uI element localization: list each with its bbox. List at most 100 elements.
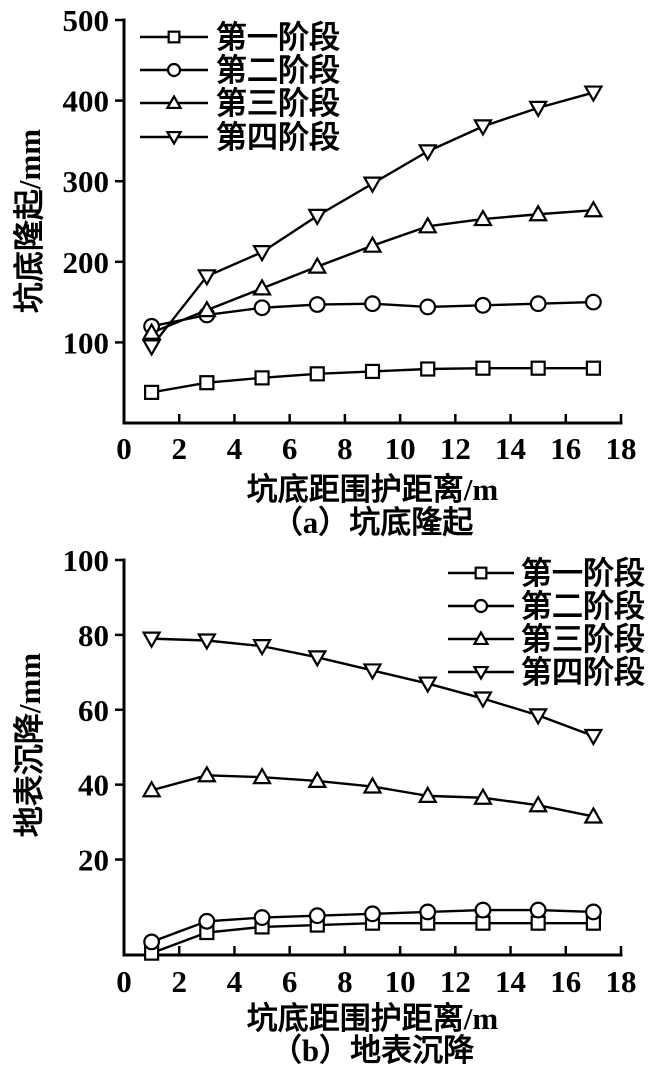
- triangle-up-marker: [196, 765, 217, 783]
- triangle-up-marker: [417, 785, 438, 803]
- triangle-up-marker: [307, 770, 328, 788]
- legend-label: 第三阶段: [521, 622, 645, 657]
- circle-marker: [364, 905, 381, 923]
- chart-b-caption: （b）地表沉降: [270, 1033, 475, 1067]
- triangle-up-marker: [307, 256, 328, 274]
- triangle-up-marker: [417, 216, 438, 234]
- x-tick-label: 4: [227, 964, 243, 999]
- chart-b-plot: 20 40 60 80 100 0 2 4 6 8 10 12 14 16 18 第一阶段第二阶段第三阶段第四…: [63, 543, 646, 999]
- triangle-down-marker: [473, 691, 493, 709]
- square-marker: [474, 566, 488, 580]
- square-marker: [199, 375, 215, 391]
- y-tick-label: 100: [63, 325, 110, 360]
- square-marker: [420, 361, 436, 377]
- triangle-down-marker: [528, 708, 549, 726]
- square-marker: [530, 360, 546, 376]
- x-tick-label: 8: [337, 964, 353, 999]
- chart-a-x-axis-title: 坑底距围护距离/m: [246, 472, 499, 507]
- triangle-up-marker: [583, 199, 604, 218]
- triangle-up-marker: [141, 780, 162, 798]
- y-tick-label: 500: [63, 3, 110, 38]
- x-tick-label: 4: [227, 431, 243, 466]
- chart-b-y-axis-title: 地表沉降/mm: [12, 652, 47, 838]
- triangle-down-marker: [362, 176, 383, 194]
- x-tick-label: 12: [440, 431, 471, 466]
- circle-marker: [166, 62, 182, 78]
- triangle-down-marker: [417, 676, 438, 694]
- triangle-up-marker: [473, 208, 493, 227]
- legend-label: 第四阶段: [216, 120, 340, 155]
- series-markers-stage-3: [141, 199, 604, 340]
- triangle-down-marker: [196, 269, 217, 287]
- triangle-down-marker: [472, 665, 490, 681]
- x-tick-label: 10: [385, 431, 416, 466]
- triangle-up-marker: [165, 94, 183, 110]
- square-marker: [254, 370, 270, 386]
- x-tick-label: 16: [550, 431, 581, 466]
- triangle-up-marker: [141, 322, 162, 340]
- series-markers-stage-1: [144, 360, 601, 400]
- y-tick-label: 80: [78, 618, 109, 653]
- square-marker: [309, 366, 325, 382]
- legend-label: 第一阶段: [216, 20, 340, 55]
- circle-marker: [198, 912, 216, 930]
- triangle-down-marker: [252, 639, 272, 657]
- chart-a-caption: （a）坑底隆起: [271, 505, 474, 540]
- y-tick-label: 40: [78, 768, 109, 803]
- circle-marker: [308, 296, 326, 313]
- square-marker: [530, 915, 546, 931]
- triangle-up-marker: [528, 204, 549, 222]
- circle-marker: [474, 901, 492, 919]
- triangle-down-marker: [473, 119, 493, 137]
- series-markers-stage-4: [141, 85, 604, 357]
- circle-marker: [143, 933, 161, 951]
- y-tick-label: 300: [63, 164, 110, 199]
- y-tick-label: 60: [78, 693, 109, 728]
- legend-item: 第二阶段: [140, 53, 340, 88]
- series-markers-stage-3: [141, 765, 604, 824]
- triangle-up-marker: [362, 776, 383, 794]
- triangle-down-marker: [362, 663, 383, 681]
- triangle-down-marker: [307, 208, 328, 227]
- x-tick-label: 18: [606, 964, 637, 999]
- y-tick-label: 100: [63, 543, 110, 578]
- x-tick-label: 14: [495, 964, 526, 999]
- x-tick-label: 2: [171, 964, 187, 999]
- x-tick-label: 0: [116, 964, 132, 999]
- y-tick-label: 20: [78, 843, 109, 878]
- triangle-up-marker: [252, 766, 272, 785]
- triangle-down-marker: [141, 339, 162, 357]
- legend-item: 第四阶段: [140, 120, 340, 155]
- circle-marker: [253, 299, 271, 317]
- circle-marker: [419, 903, 437, 921]
- x-tick-label: 18: [606, 431, 637, 466]
- triangle-up-marker: [252, 278, 272, 296]
- triangle-down-marker: [417, 144, 438, 162]
- y-tick-label: 200: [63, 245, 110, 280]
- legend-label: 第四阶段: [521, 655, 645, 690]
- square-marker: [364, 363, 381, 380]
- legend-label: 第二阶段: [216, 53, 340, 88]
- chart-a-y-axis-title: 坑底隆起/mm: [12, 128, 47, 314]
- triangle-up-marker: [472, 630, 490, 646]
- legend-item: 第三阶段: [140, 86, 340, 121]
- x-tick-label: 6: [282, 964, 298, 999]
- square-marker: [475, 915, 491, 931]
- triangle-up-marker: [528, 795, 549, 813]
- triangle-up-marker: [362, 235, 383, 253]
- triangle-down-marker: [141, 631, 162, 649]
- triangle-down-marker: [307, 650, 328, 668]
- y-tick-label: 400: [63, 84, 110, 119]
- triangle-up-marker: [583, 806, 604, 824]
- x-tick-label: 10: [385, 964, 416, 999]
- chart-b-x-axis-title: 坑底距围护距离/m: [246, 1001, 499, 1036]
- x-tick-label: 12: [440, 964, 471, 999]
- legend-item: 第一阶段: [140, 20, 340, 55]
- legend-label: 第一阶段: [521, 556, 645, 591]
- legend-label: 第二阶段: [521, 589, 645, 624]
- triangle-up-marker: [473, 787, 493, 805]
- series-markers-stage-4: [141, 631, 604, 747]
